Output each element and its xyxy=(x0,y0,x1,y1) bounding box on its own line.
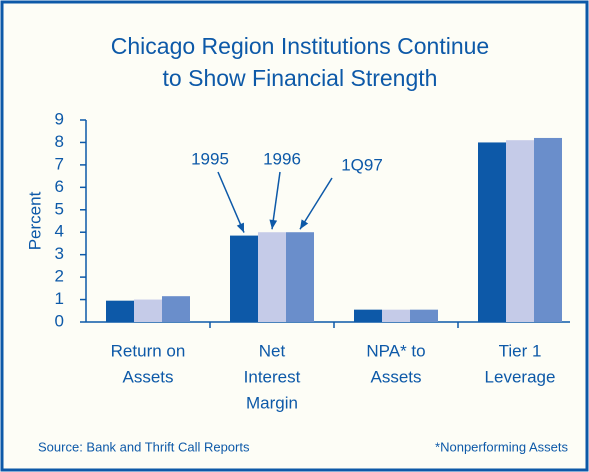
x-tick-label: Tier 1 xyxy=(499,341,542,360)
legend-arrow xyxy=(271,171,281,230)
legend-label: 1Q97 xyxy=(341,155,383,174)
source: Source: Bank and Thrift Call Reports xyxy=(38,439,250,454)
y-tick-label: 3 xyxy=(55,244,64,263)
legend-arrow xyxy=(299,177,333,230)
y-tick-label: 8 xyxy=(55,132,64,151)
bar xyxy=(354,309,382,322)
legend-arrowhead xyxy=(269,219,278,230)
x-tick-label: Return on xyxy=(111,341,186,360)
bar xyxy=(230,235,258,322)
bar xyxy=(286,232,314,322)
bar xyxy=(382,309,410,322)
legend-arrowhead xyxy=(236,222,244,233)
x-tick-label: Assets xyxy=(122,367,173,386)
y-tick-label: 2 xyxy=(55,267,64,286)
legend-arrow xyxy=(217,171,245,233)
y-tick-label: 4 xyxy=(55,222,64,241)
bar xyxy=(410,309,438,322)
y-tick-label: 9 xyxy=(55,109,64,128)
bar xyxy=(106,300,134,322)
y-tick-label: 0 xyxy=(55,311,64,330)
legend-label: 1995 xyxy=(191,149,229,168)
footnote: *Nonperforming Assets xyxy=(435,439,568,454)
y-axis-label: Percent xyxy=(25,191,44,250)
x-tick-label: Net xyxy=(259,341,286,360)
x-tick-label: NPA* to xyxy=(366,341,425,360)
chart-title: Chicago Region Institutions Continue xyxy=(111,33,489,59)
y-tick-label: 1 xyxy=(55,289,64,308)
bar xyxy=(534,137,562,322)
bar xyxy=(478,142,506,322)
y-tick-label: 7 xyxy=(55,154,64,173)
y-tick-label: 5 xyxy=(55,199,64,218)
x-tick-label: Interest xyxy=(244,367,301,386)
bar xyxy=(506,140,534,322)
bar xyxy=(258,232,286,322)
bar xyxy=(134,299,162,322)
legend-label: 1996 xyxy=(263,149,301,168)
bar xyxy=(162,296,190,322)
x-tick-label: Margin xyxy=(246,393,298,412)
x-tick-label: Leverage xyxy=(485,367,556,386)
legend-arrowhead xyxy=(300,219,309,230)
y-tick-label: 6 xyxy=(55,177,64,196)
x-tick-label: Assets xyxy=(370,367,421,386)
chart-title: to Show Financial Strength xyxy=(163,65,438,91)
